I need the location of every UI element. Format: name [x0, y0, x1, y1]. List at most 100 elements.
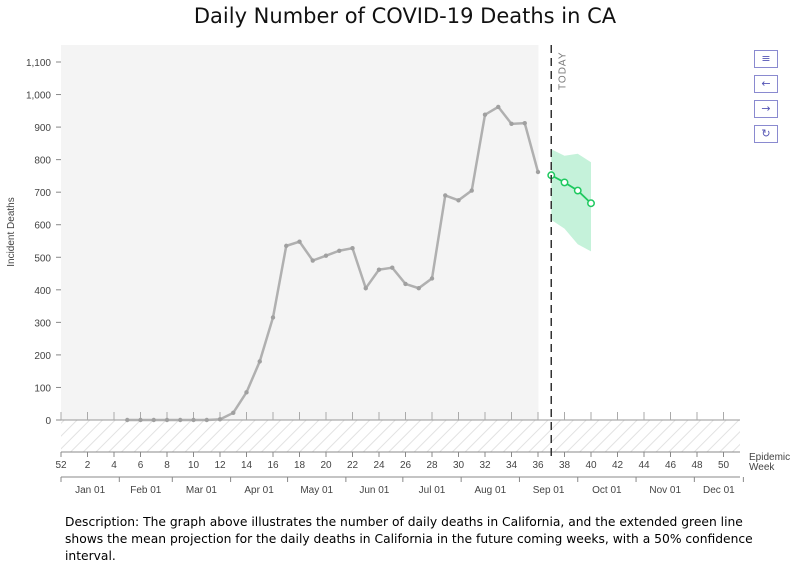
- observed-point: [151, 417, 156, 423]
- week-tick-label: 36: [532, 460, 544, 471]
- week-tick-label: 46: [665, 460, 677, 471]
- menu-icon: ≡: [761, 52, 771, 65]
- x-axis-label-line2: Week: [749, 462, 775, 473]
- observed-point: [337, 248, 342, 253]
- month-label: Mar 01: [186, 485, 218, 496]
- projection-line: [550, 174, 592, 204]
- y-tick-label: 1,100: [26, 58, 51, 69]
- observed-point: [204, 417, 209, 423]
- observed-point: [456, 198, 461, 203]
- week-tick-label: 38: [559, 460, 571, 471]
- y-tick-label: 700: [34, 188, 51, 199]
- week-tick-label: 50: [718, 460, 730, 471]
- refresh-button[interactable]: ↻: [754, 125, 778, 143]
- observed-point: [125, 417, 130, 423]
- week-tick-label: 32: [479, 460, 491, 471]
- observed-point: [257, 359, 262, 364]
- confidence-band: [551, 149, 591, 252]
- observed-point: [310, 258, 315, 263]
- week-tick-label: 20: [320, 460, 332, 471]
- week-tick-label: 28: [426, 460, 438, 471]
- week-tick-label: 18: [294, 460, 306, 471]
- observed-point: [469, 188, 474, 193]
- projection-point: [573, 186, 582, 195]
- observed-point: [297, 239, 302, 244]
- x-axis-label-line1: Epidemic: [749, 452, 790, 463]
- arrow-right-button[interactable]: →: [754, 100, 778, 118]
- y-tick-label: 1,000: [26, 91, 51, 102]
- week-tick-label: 22: [347, 460, 359, 471]
- observed-point: [323, 253, 329, 258]
- menu-button[interactable]: ≡: [754, 50, 778, 68]
- month-label: Feb 01: [130, 485, 162, 496]
- observed-point: [363, 285, 368, 291]
- week-tick-label: 16: [267, 460, 279, 471]
- y-tick-label: 0: [45, 416, 51, 427]
- month-label: Jun 01: [359, 485, 389, 496]
- y-tick-label: 900: [34, 123, 51, 134]
- week-tick-label: 40: [585, 460, 597, 471]
- observed-point: [178, 417, 183, 423]
- below-zero-hatch: [61, 420, 740, 452]
- month-label: Nov 01: [649, 485, 681, 496]
- week-tick-label: 52: [55, 460, 67, 471]
- month-label: Aug 01: [474, 485, 506, 496]
- observed-point: [231, 410, 236, 416]
- arrow-right-icon: →: [761, 102, 771, 115]
- week-tick-label: 12: [214, 460, 226, 471]
- week-tick-label: 48: [691, 460, 703, 471]
- week-tick-label: 2: [85, 460, 91, 471]
- observed-point: [429, 276, 435, 281]
- y-tick-label: 800: [34, 156, 51, 167]
- chart-description: Description: The graph above illustrates…: [65, 515, 753, 563]
- y-tick-label: 200: [34, 351, 51, 362]
- week-tick-label: 14: [241, 460, 253, 471]
- today-label: TODAY: [557, 51, 568, 90]
- y-tick-label: 300: [34, 318, 51, 329]
- week-tick-label: 10: [188, 460, 200, 471]
- projection-point: [560, 178, 569, 187]
- y-tick-label: 100: [34, 383, 51, 394]
- week-tick-label: 24: [373, 460, 385, 471]
- observed-point: [270, 315, 276, 320]
- observed-point: [376, 267, 382, 272]
- week-tick-label: 6: [138, 460, 144, 471]
- month-label: Sep 01: [533, 485, 565, 496]
- month-label: Oct 01: [592, 485, 622, 496]
- chart-title: Daily Number of COVID-19 Deaths in CA: [193, 4, 617, 28]
- week-tick-label: 30: [453, 460, 465, 471]
- week-tick-label: 44: [638, 460, 650, 471]
- week-tick-label: 34: [506, 460, 518, 471]
- month-label: Dec 01: [703, 485, 735, 496]
- observed-point: [443, 193, 448, 198]
- observed-point: [244, 390, 249, 395]
- week-tick-label: 8: [164, 460, 170, 471]
- observed-point: [509, 121, 514, 127]
- arrow-left-button[interactable]: ←: [754, 75, 778, 93]
- chart-toolbar: ≡ ← → ↻: [754, 50, 778, 150]
- observed-point: [522, 120, 527, 126]
- observed-point: [164, 417, 170, 423]
- observed-point: [535, 169, 541, 175]
- observed-point: [390, 265, 395, 270]
- observed-point: [191, 417, 196, 423]
- observed-point: [482, 112, 488, 117]
- y-axis-label: Incident Deaths: [6, 197, 17, 267]
- week-tick-label: 4: [111, 460, 117, 471]
- month-label: Jul 01: [419, 485, 446, 496]
- month-label: Apr 01: [244, 485, 274, 496]
- y-tick-label: 400: [34, 286, 51, 297]
- observed-point: [350, 245, 355, 251]
- observed-point: [496, 104, 501, 110]
- month-label: Jan 01: [75, 485, 105, 496]
- observed-point: [416, 285, 421, 291]
- refresh-icon: ↻: [761, 127, 771, 140]
- y-tick-label: 500: [34, 253, 51, 264]
- projection-point: [587, 199, 595, 208]
- observed-point: [284, 243, 289, 249]
- observed-point: [217, 417, 223, 422]
- observed-deaths-line: [127, 105, 540, 422]
- month-label: May 01: [300, 485, 333, 496]
- observed-point: [138, 417, 143, 423]
